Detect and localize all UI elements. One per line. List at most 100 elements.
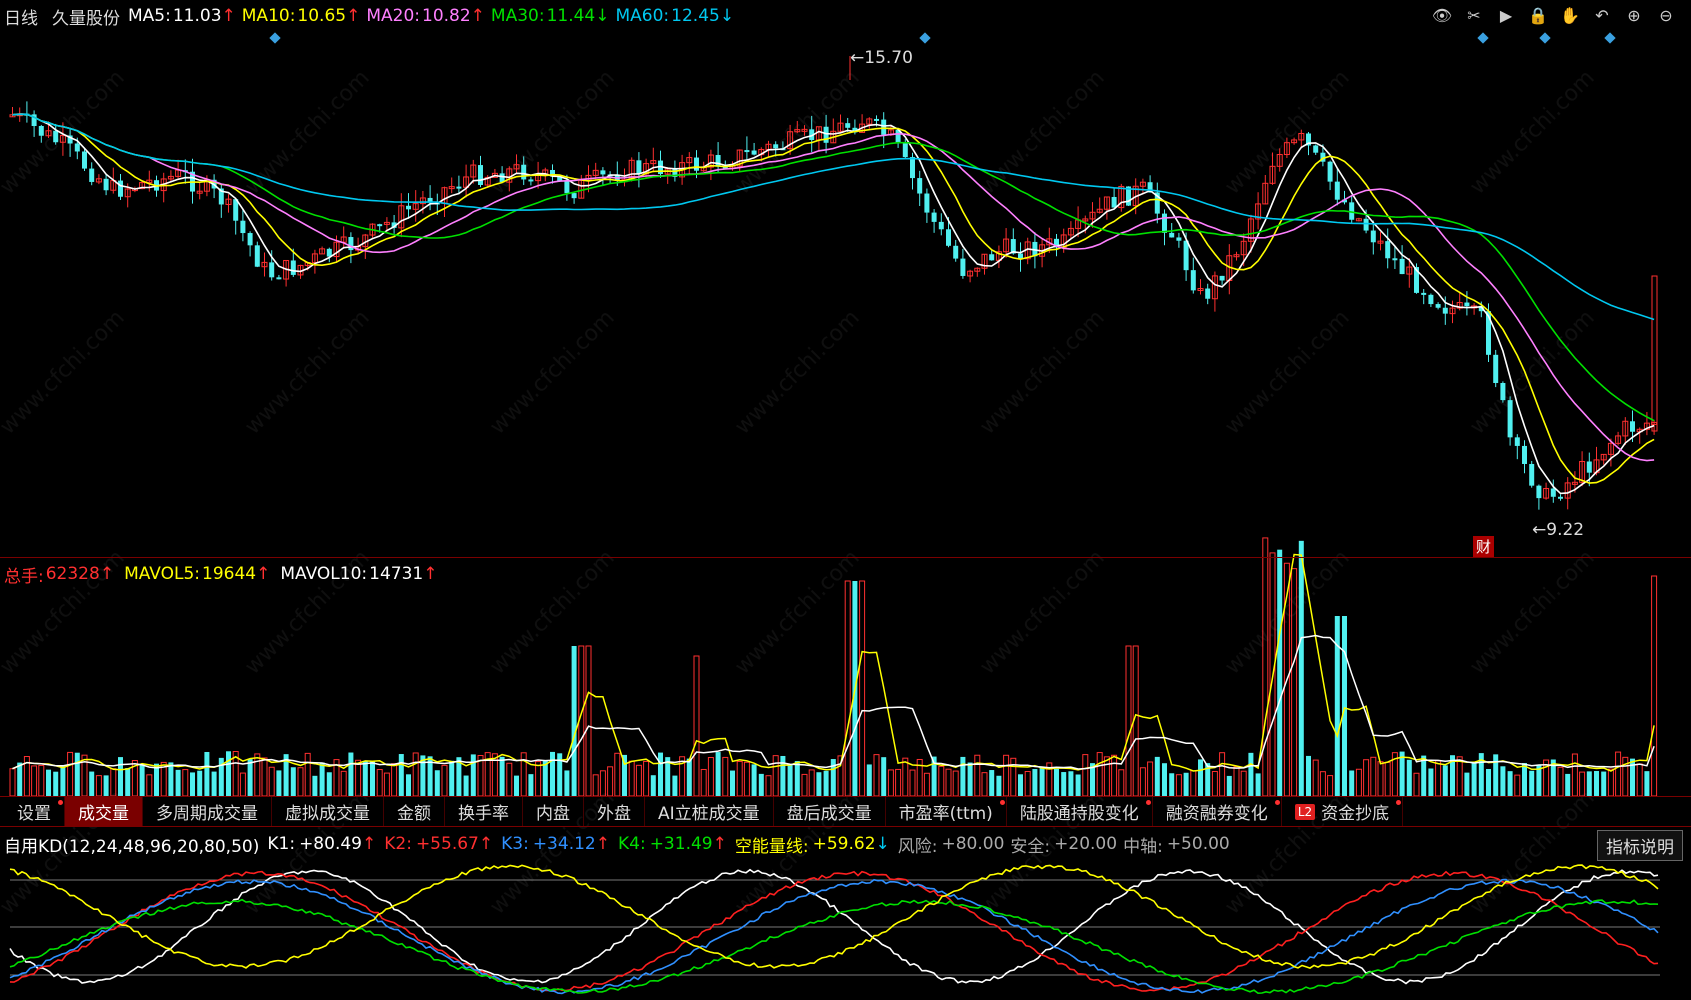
tab-inner[interactable]: 内盘 bbox=[523, 797, 584, 826]
zoom-out-icon[interactable]: ⊖ bbox=[1659, 5, 1673, 25]
tab-label: 换手率 bbox=[458, 804, 509, 824]
event-marker bbox=[269, 32, 281, 44]
volume-bar bbox=[550, 751, 555, 796]
hand-icon[interactable]: ✋ bbox=[1560, 5, 1580, 25]
volume-bar bbox=[1255, 773, 1261, 796]
volume-bar bbox=[722, 756, 729, 797]
volume-bar bbox=[276, 770, 282, 796]
safe-value: +20.00 bbox=[1054, 834, 1118, 854]
volume-bar bbox=[1096, 752, 1103, 797]
scissors-icon[interactable]: ✂ bbox=[1467, 5, 1481, 25]
mavol10-label: MAVOL10: bbox=[280, 564, 368, 584]
indicator-explain-button[interactable]: 指标说明 bbox=[1597, 830, 1683, 861]
tab-ai-volume[interactable]: AI立桩成交量 bbox=[645, 797, 774, 826]
mavol5-value: 19644 bbox=[202, 564, 257, 584]
candle-body bbox=[319, 248, 326, 255]
volume-bar bbox=[67, 751, 74, 797]
safe-label: 安全: bbox=[1010, 836, 1051, 857]
volume-bar bbox=[830, 759, 836, 796]
candle-body bbox=[557, 176, 563, 182]
tab-label: 盘后成交量 bbox=[786, 804, 872, 824]
volume-bar bbox=[693, 655, 700, 797]
candle-body bbox=[1162, 213, 1167, 233]
tab-turnover[interactable]: 换手率 bbox=[445, 797, 523, 826]
candle-body bbox=[82, 151, 87, 169]
tab-bottom-fishing[interactable]: L2 资金抄底 bbox=[1282, 797, 1404, 826]
volume-bar bbox=[1277, 549, 1283, 796]
mavol10-line bbox=[12, 634, 1655, 770]
undo-icon[interactable]: ↶ bbox=[1595, 5, 1609, 25]
k4-line bbox=[9, 898, 1659, 995]
finance-badge[interactable]: 财 bbox=[1473, 536, 1495, 557]
k3-label: K3: bbox=[501, 834, 529, 854]
candle-body bbox=[1435, 304, 1441, 308]
candle-body bbox=[744, 150, 750, 153]
candle-body bbox=[1306, 133, 1311, 146]
tab-margin[interactable]: 融资融券变化 bbox=[1153, 797, 1282, 826]
volume-bar bbox=[420, 755, 426, 796]
lock-icon[interactable]: 🔒 bbox=[1528, 5, 1548, 25]
volume-bar bbox=[571, 646, 577, 796]
ma60-arrow: ↓ bbox=[719, 6, 735, 26]
candle-body bbox=[1283, 142, 1290, 156]
tab-volume[interactable]: 成交量 bbox=[65, 797, 143, 826]
tab-outer[interactable]: 外盘 bbox=[584, 797, 645, 826]
indicator-name[interactable]: 自用KD(12,24,48,96,20,80,50) bbox=[4, 836, 260, 857]
zoom-in-icon[interactable]: ⊕ bbox=[1627, 5, 1641, 25]
k1-line bbox=[9, 868, 1659, 985]
volume-bar bbox=[881, 757, 887, 796]
volume-bar bbox=[707, 757, 714, 797]
volume-bar bbox=[491, 753, 498, 797]
volume-bar bbox=[823, 770, 829, 796]
volume-bar bbox=[1262, 537, 1269, 797]
volume-bar bbox=[895, 768, 902, 797]
volume-bar bbox=[607, 766, 614, 797]
play-icon[interactable]: ▶ bbox=[1499, 5, 1513, 25]
candle-body bbox=[974, 267, 981, 272]
volume-bar bbox=[528, 774, 534, 796]
total-label: 总手: bbox=[4, 566, 44, 587]
volume-bar bbox=[1384, 761, 1391, 797]
tab-label: 市盈率(ttm) bbox=[898, 804, 993, 824]
tab-multi-period-volume[interactable]: 多周期成交量 bbox=[143, 797, 272, 826]
volume-bar bbox=[1125, 645, 1132, 797]
volume-bar bbox=[211, 771, 217, 796]
volume-bar bbox=[204, 751, 210, 796]
candle-body bbox=[1600, 453, 1607, 461]
tab-settings[interactable]: 设置 bbox=[4, 797, 65, 826]
candle-body bbox=[38, 125, 44, 136]
volume-bar bbox=[168, 762, 174, 796]
candle-body bbox=[1139, 181, 1146, 187]
volume-bar bbox=[715, 752, 721, 796]
candle-body bbox=[67, 135, 73, 144]
volume-bar bbox=[499, 756, 505, 796]
candle-body bbox=[787, 131, 794, 149]
candle-body bbox=[391, 222, 397, 228]
volume-bar bbox=[700, 768, 707, 797]
candle-body bbox=[513, 164, 520, 170]
volume-bar bbox=[89, 771, 95, 796]
candle-body bbox=[333, 241, 340, 258]
candle-body bbox=[31, 114, 37, 126]
candle-body bbox=[1197, 288, 1204, 292]
tab-amount[interactable]: 金额 bbox=[384, 797, 445, 826]
tab-after-hours-volume[interactable]: 盘后成交量 bbox=[774, 797, 886, 826]
volume-bar bbox=[557, 753, 563, 796]
eye-icon[interactable]: 👁 bbox=[1431, 5, 1453, 25]
volume-bar bbox=[53, 771, 59, 796]
tab-virtual-volume[interactable]: 虚拟成交量 bbox=[272, 797, 384, 826]
candle-body bbox=[124, 188, 131, 198]
volume-bar bbox=[376, 769, 383, 797]
volume-bar bbox=[1312, 759, 1319, 797]
volume-bar bbox=[1399, 751, 1405, 796]
tab-northbound[interactable]: 陆股通持股变化 bbox=[1007, 797, 1153, 826]
candle-body bbox=[59, 134, 66, 143]
candle-body bbox=[845, 123, 851, 128]
volume-bar bbox=[859, 580, 866, 797]
period-label[interactable]: 日线 bbox=[4, 8, 38, 29]
volume-bar bbox=[643, 760, 650, 797]
volume-bar bbox=[780, 755, 786, 796]
volume-bar bbox=[1594, 770, 1599, 796]
tab-pe-ttm[interactable]: 市盈率(ttm) bbox=[886, 797, 1007, 826]
